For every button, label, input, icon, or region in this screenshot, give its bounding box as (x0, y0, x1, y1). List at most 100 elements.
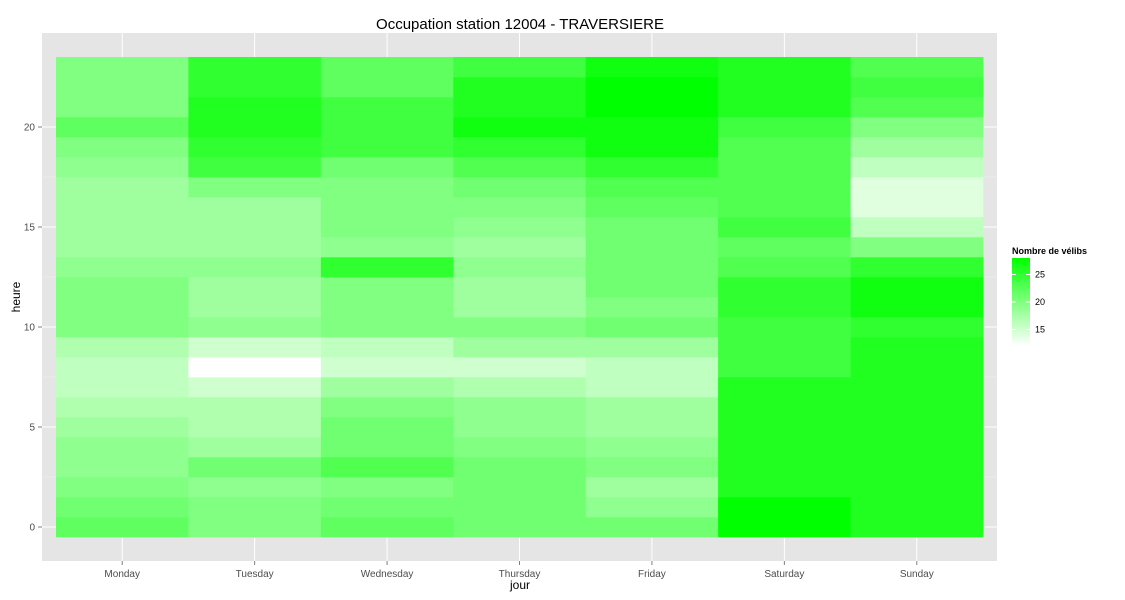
heatmap-cell (453, 157, 587, 178)
y-tick-label: 15 (24, 223, 36, 234)
heatmap-cell (453, 137, 587, 158)
heatmap-cell (453, 177, 587, 198)
heatmap-cell (320, 177, 454, 198)
heatmap-cell (320, 217, 454, 238)
heatmap-cell (718, 257, 851, 278)
legend-tick-label: 25 (1035, 270, 1045, 280)
heatmap-cell (453, 517, 587, 538)
heatmap-cell (320, 57, 454, 78)
heatmap-cell (188, 257, 322, 278)
heatmap-cell (188, 197, 322, 218)
heatmap-cell (850, 397, 984, 418)
heatmap-cell (585, 317, 719, 338)
heatmap-cell (188, 57, 322, 78)
heatmap-cell (188, 277, 322, 298)
heatmap-cell (850, 257, 984, 278)
heatmap-cell (56, 57, 189, 78)
heatmap-cell (188, 457, 322, 478)
legend-color-bar (1012, 258, 1030, 346)
heatmap-cell (585, 217, 719, 238)
heatmap-cell (850, 57, 984, 78)
heatmap-cell (850, 517, 984, 538)
heatmap-cell (453, 57, 587, 78)
heatmap-cell (718, 317, 851, 338)
heatmap-cell (188, 497, 322, 518)
heatmap-cell (585, 97, 719, 118)
heatmap-cell (320, 77, 454, 98)
heatmap-cell (188, 357, 322, 378)
heatmap-cell (453, 417, 587, 438)
heatmap-cell (850, 237, 984, 258)
heatmap-cell (585, 57, 719, 78)
heatmap-cell (320, 117, 454, 138)
x-tick-label: Tuesday (236, 569, 274, 580)
legend-ticks: 15 20 25 (1012, 270, 1045, 335)
heatmap-cell (453, 457, 587, 478)
heatmap-cell (320, 417, 454, 438)
heatmap-cell (850, 277, 984, 298)
heatmap-cell (850, 117, 984, 138)
heatmap-cell (718, 297, 851, 318)
y-tick-label: 0 (29, 523, 35, 534)
heatmap-cell (320, 337, 454, 358)
heatmap-cell (56, 497, 189, 518)
heatmap-cell (56, 357, 189, 378)
heatmap-cell (56, 217, 189, 238)
heatmap-cell (56, 77, 189, 98)
heatmap-cell (850, 97, 984, 118)
heatmap-cell (585, 117, 719, 138)
heatmap-cell (56, 337, 189, 358)
heatmap-cell (453, 317, 587, 338)
heatmap-cell (56, 517, 189, 538)
heatmap-cell (56, 397, 189, 418)
heatmap-cell (56, 297, 189, 318)
heatmap-cell (56, 377, 189, 398)
heatmap-cell (718, 57, 851, 78)
heatmap-cell (453, 117, 587, 138)
heatmap-cell (585, 257, 719, 278)
heatmap-cell (718, 97, 851, 118)
heatmap-cell (850, 217, 984, 238)
heatmap-cell (585, 377, 719, 398)
heatmap-cell (188, 157, 322, 178)
heatmap-cell (850, 417, 984, 438)
y-tick-label: 5 (29, 423, 35, 434)
heatmap-cell (585, 77, 719, 98)
heatmap-cell (453, 217, 587, 238)
heatmap-cell (56, 457, 189, 478)
heatmap-cell (320, 497, 454, 518)
heatmap-cell (453, 437, 587, 458)
heatmap-cells (56, 57, 984, 538)
x-tick-label: Saturday (764, 569, 804, 580)
heatmap-cell (585, 157, 719, 178)
heatmap-cell (56, 97, 189, 118)
heatmap-cell (453, 257, 587, 278)
heatmap-cell (718, 497, 851, 518)
heatmap-cell (850, 297, 984, 318)
x-axis: Monday Tuesday Wednesday Thursday Friday Satu… (104, 561, 934, 580)
heatmap-cell (850, 197, 984, 218)
heatmap-cell (320, 157, 454, 178)
heatmap-cell (188, 397, 322, 418)
heatmap-cell (585, 177, 719, 198)
heatmap-cell (850, 477, 984, 498)
heatmap-cell (56, 177, 189, 198)
heatmap-cell (850, 317, 984, 338)
heatmap-cell (585, 517, 719, 538)
heatmap-cell (718, 217, 851, 238)
heatmap-cell (188, 237, 322, 258)
heatmap-cell (453, 77, 587, 98)
heatmap-cell (585, 417, 719, 438)
heatmap-cell (453, 397, 587, 418)
heatmap-cell (320, 377, 454, 398)
heatmap-cell (320, 317, 454, 338)
heatmap-cell (56, 437, 189, 458)
heatmap-cell (585, 297, 719, 318)
heatmap-cell (718, 417, 851, 438)
heatmap-cell (718, 277, 851, 298)
heatmap-cell (56, 417, 189, 438)
y-axis-title: heure (9, 281, 23, 312)
heatmap-cell (320, 397, 454, 418)
heatmap-cell (320, 517, 454, 538)
